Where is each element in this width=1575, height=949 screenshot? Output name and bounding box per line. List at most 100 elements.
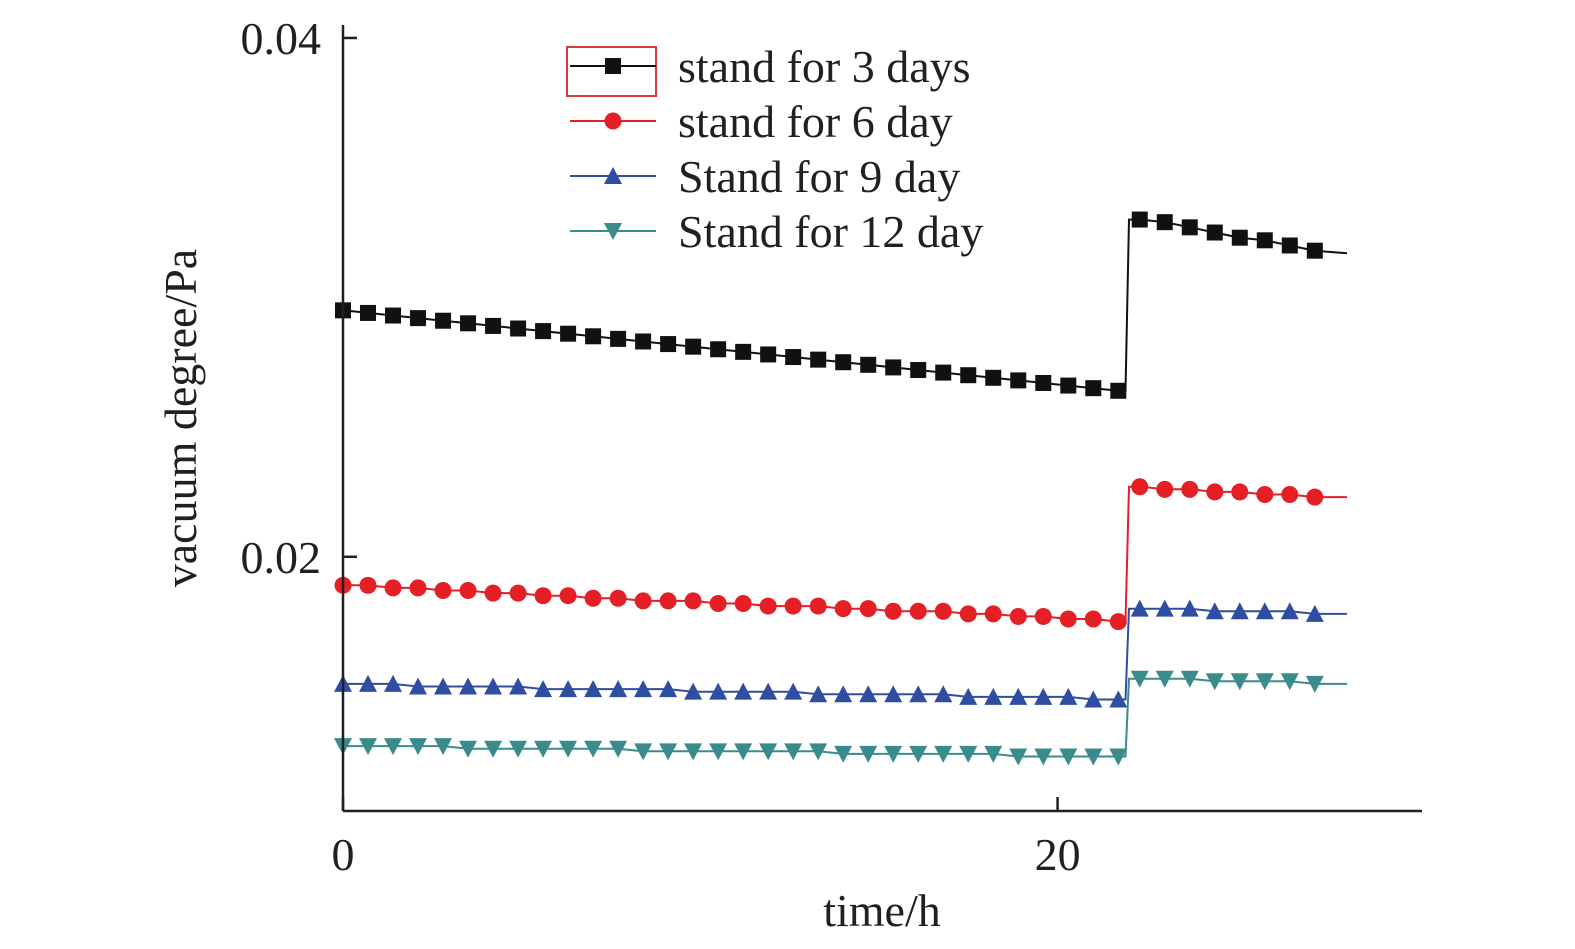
- data-point: [1305, 675, 1324, 693]
- data-point: [1009, 607, 1027, 625]
- legend-marker: [604, 223, 622, 240]
- data-point: [684, 743, 703, 761]
- data-point: [1281, 237, 1298, 254]
- data-point: [459, 677, 478, 695]
- data-point: [834, 745, 853, 763]
- data-point: [1059, 610, 1077, 628]
- data-point: [659, 680, 678, 698]
- data-point: [484, 584, 502, 602]
- data-point: [509, 677, 528, 695]
- data-point: [934, 602, 952, 620]
- data-point: [1306, 242, 1323, 259]
- data-point: [860, 356, 877, 373]
- legend-marker: [604, 167, 622, 184]
- x-axis-title: time/h: [823, 885, 941, 936]
- data-point: [509, 740, 528, 758]
- data-point: [709, 682, 728, 700]
- y-tick-label: 0.04: [241, 13, 322, 64]
- data-point: [1255, 602, 1274, 620]
- data-point: [684, 592, 702, 610]
- data-point: [859, 600, 877, 618]
- data-point: [985, 369, 1002, 386]
- data-point: [885, 359, 902, 376]
- legend-label: Stand for 12 day: [678, 206, 983, 257]
- data-point: [459, 740, 478, 758]
- data-point: [835, 354, 852, 371]
- data-point: [1255, 673, 1274, 691]
- data-point: [509, 584, 527, 602]
- data-point: [859, 745, 878, 763]
- data-point: [609, 589, 627, 607]
- data-point: [735, 343, 752, 360]
- data-point: [710, 341, 727, 358]
- data-point: [460, 315, 477, 332]
- x-ticks: 0 20: [332, 797, 1081, 880]
- data-point: [1034, 607, 1052, 625]
- data-point: [934, 685, 953, 703]
- data-point: [585, 328, 602, 345]
- y-axis-title: vacuum degree/Pa: [155, 249, 206, 587]
- data-point: [734, 682, 753, 700]
- data-point: [1085, 380, 1102, 397]
- data-point: [409, 677, 428, 695]
- x-tick-label: 20: [1035, 829, 1081, 880]
- data-point: [934, 745, 953, 763]
- data-point: [884, 745, 903, 763]
- data-point: [935, 364, 952, 381]
- data-point: [384, 579, 402, 597]
- data-point: [1230, 602, 1249, 620]
- data-point: [784, 743, 803, 761]
- data-point: [909, 602, 927, 620]
- data-point: [1281, 486, 1299, 504]
- data-point: [535, 323, 552, 340]
- data-point: [1131, 478, 1149, 496]
- data-point: [1060, 377, 1077, 394]
- data-point: [1010, 372, 1027, 389]
- data-point: [1131, 211, 1148, 228]
- data-point: [510, 320, 527, 337]
- data-point: [910, 362, 927, 379]
- data-point: [1109, 690, 1128, 708]
- data-point: [1305, 604, 1324, 622]
- data-point: [1256, 486, 1274, 504]
- data-point: [959, 745, 978, 763]
- data-point: [984, 687, 1003, 705]
- data-point: [809, 685, 828, 703]
- data-point: [560, 325, 577, 342]
- data-point: [1206, 224, 1223, 241]
- data-point: [1306, 488, 1324, 506]
- data-point: [1155, 599, 1174, 617]
- data-point: [435, 312, 452, 329]
- data-point: [1205, 673, 1224, 691]
- x-tick-label: 0: [332, 829, 355, 880]
- legend-label: stand for 3 days: [678, 41, 971, 92]
- data-point: [484, 677, 503, 695]
- data-point: [609, 680, 628, 698]
- axes: [341, 25, 1422, 813]
- data-point: [384, 738, 403, 756]
- legend-highlight-box: [566, 46, 657, 97]
- data-point: [1034, 687, 1053, 705]
- data-point: [1084, 690, 1103, 708]
- data-point: [1035, 374, 1052, 391]
- data-point: [610, 330, 627, 347]
- y-ticks: 0.02 0.04: [241, 13, 357, 583]
- data-point: [434, 582, 452, 600]
- data-point: [884, 685, 903, 703]
- data-point: [459, 582, 477, 600]
- data-point: [1109, 748, 1128, 766]
- data-point: [759, 682, 778, 700]
- data-point: [1110, 382, 1127, 399]
- data-point: [659, 743, 678, 761]
- data-point: [534, 740, 553, 758]
- data-point: [559, 587, 577, 605]
- data-point: [784, 597, 802, 615]
- data-point: [684, 682, 703, 700]
- data-point: [484, 740, 503, 758]
- legend-marker: [604, 112, 622, 130]
- data-point: [685, 338, 702, 355]
- data-point: [434, 677, 453, 695]
- data-point: [1180, 599, 1199, 617]
- data-point: [359, 674, 378, 692]
